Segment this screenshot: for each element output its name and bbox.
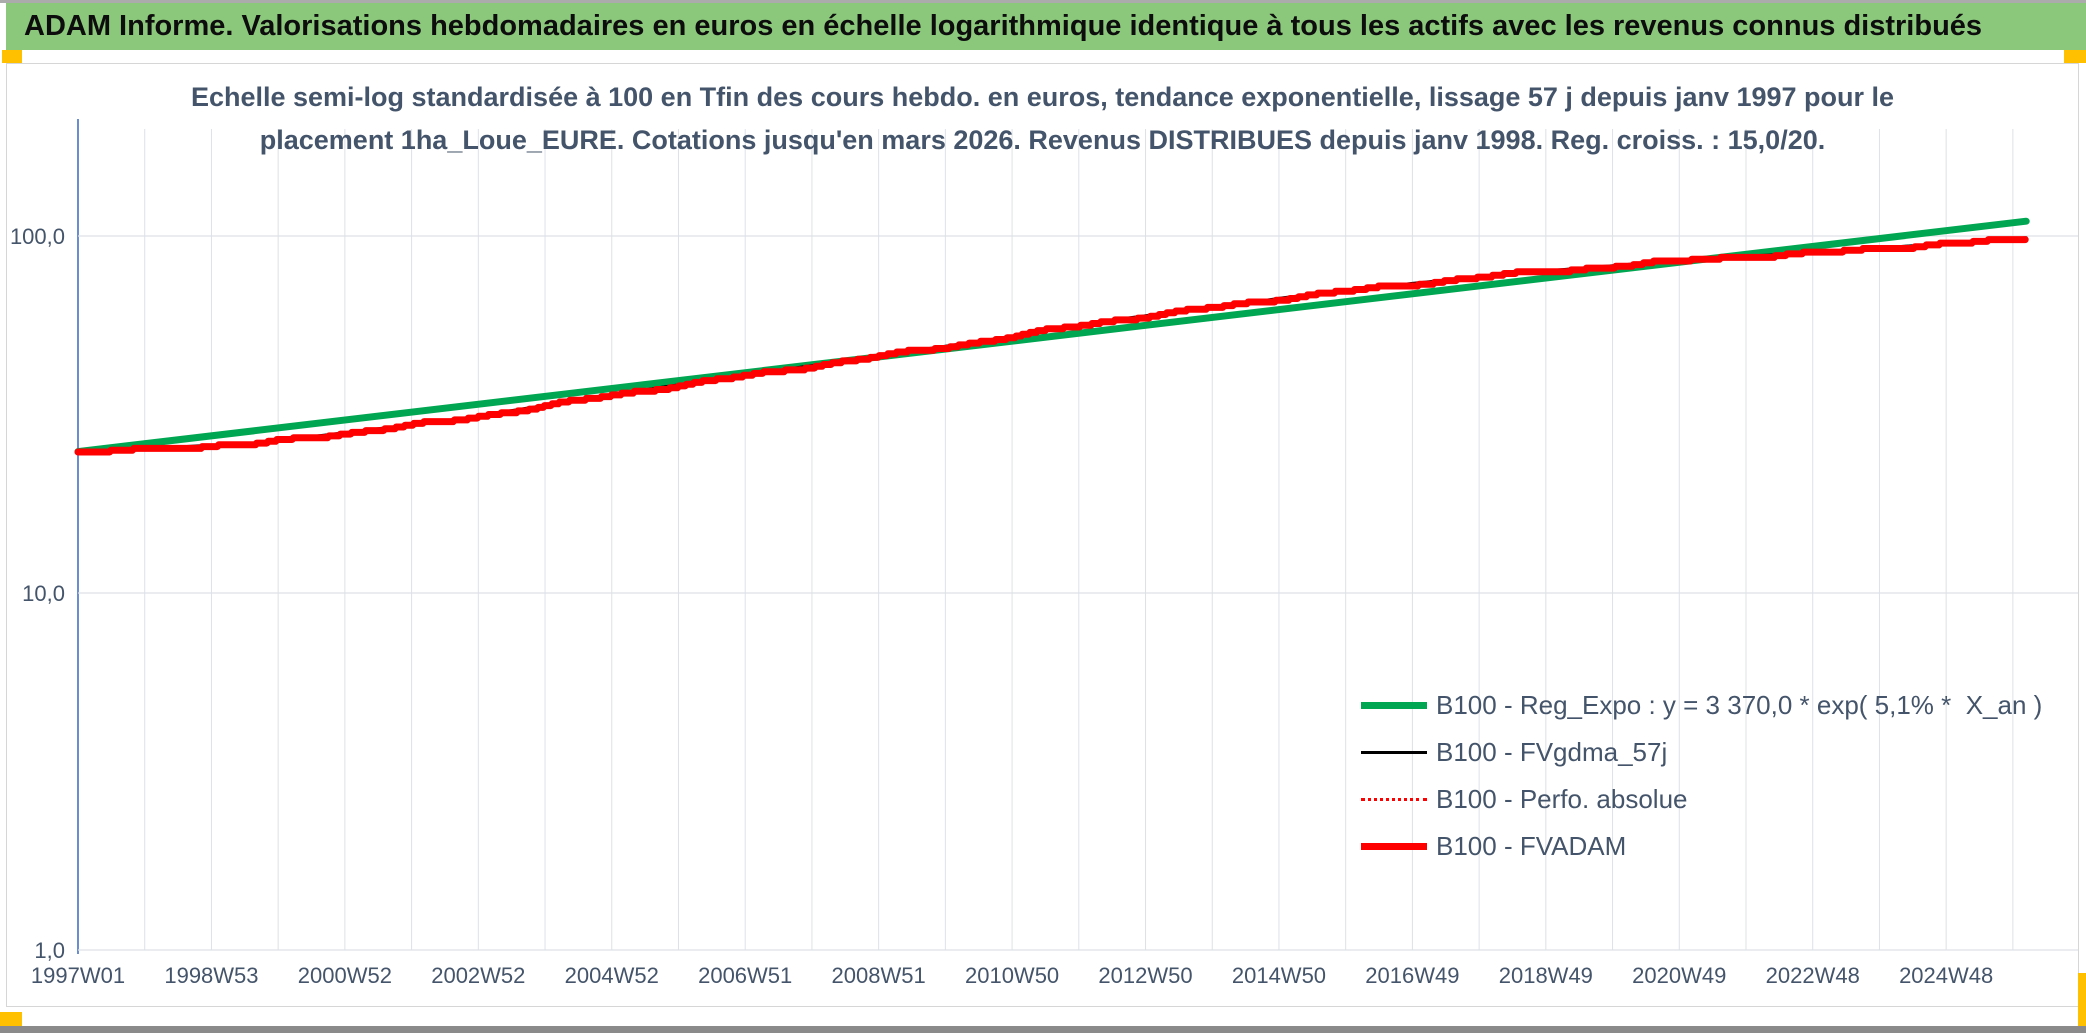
chart-legend: B100 - Reg_Expo : y = 3 370,0 * exp( 5,1… [1361,682,2042,870]
sheet-highlight-right-edge [2078,973,2086,1027]
legend-swatch-green-line [1361,702,1427,709]
plot-area: 1,0 10,0 100,0 1997W01 1998W53 2000W52 2002W52… [10,119,2078,988]
legend-label: B100 - FVgdma_57j [1436,737,1668,767]
y-axis-tick-label: 1,0 [34,938,65,963]
y-axis-tick-label: 10,0 [22,581,65,606]
x-axis-tick-label: 2008W51 [832,963,926,988]
x-axis-tick-label: 2018W49 [1499,963,1593,988]
x-axis-tick-label: 2014W50 [1232,963,1326,988]
chart-panel: 1,0 10,0 100,0 1997W01 1998W53 2000W52 2002W52… [6,63,2079,1007]
legend-swatch-red-line [1361,843,1427,850]
legend-label: B100 - Reg_Expo : y = 3 370,0 * exp( 5,1… [1436,690,2043,720]
chart-title-line-2: placement 1ha_Loue_EURE. Cotations jusqu… [259,125,1826,155]
legend-item: B100 - Reg_Expo : y = 3 370,0 * exp( 5,1… [1361,682,2042,729]
x-axis-tick-label: 1997W01 [31,963,125,988]
window-bottom-border [0,1026,2086,1033]
legend-item: B100 - Perfo. absolue [1361,776,2042,823]
x-axis-tick-label: 1998W53 [164,963,258,988]
y-axis-tick-label: 100,0 [10,224,65,249]
window-top-border [0,0,2086,3]
window-title: ADAM Informe. Valorisations hebdomadaire… [24,10,1983,42]
series-line-3 [74,236,2029,456]
sheet-highlight-top-left [2,50,22,63]
x-axis-tick-label: 2004W52 [565,963,659,988]
x-axis-tick-label: 2002W52 [431,963,525,988]
legend-swatch-black-line [1361,751,1427,754]
x-axis-tick-label: 2020W49 [1632,963,1726,988]
legend-label: B100 - Perfo. absolue [1436,784,1688,814]
x-axis-tick-label: 2022W48 [1766,963,1860,988]
legend-swatch-red-dotted-line [1361,798,1427,801]
x-axis-tick-label: 2010W50 [965,963,1059,988]
x-axis-tick-label: 2024W48 [1899,963,1993,988]
chart-title-line-1: Echelle semi-log standardisée à 100 en T… [190,82,1895,112]
sheet-highlight-bottom-left [0,1012,22,1027]
x-axis-tick-label: 2000W52 [298,963,392,988]
x-axis-tick-label: 2016W49 [1365,963,1459,988]
legend-item: B100 - FVADAM [1361,823,2042,870]
window-title-bar: ADAM Informe. Valorisations hebdomadaire… [6,3,2086,50]
legend-item: B100 - FVgdma_57j [1361,729,2042,776]
sheet-highlight-top-right [2064,50,2086,63]
chart-title: Echelle semi-log standardisée à 100 en T… [7,76,2078,162]
x-axis-tick-label: 2006W51 [698,963,792,988]
legend-label: B100 - FVADAM [1436,831,1627,861]
x-axis-tick-label: 2012W50 [1098,963,1192,988]
